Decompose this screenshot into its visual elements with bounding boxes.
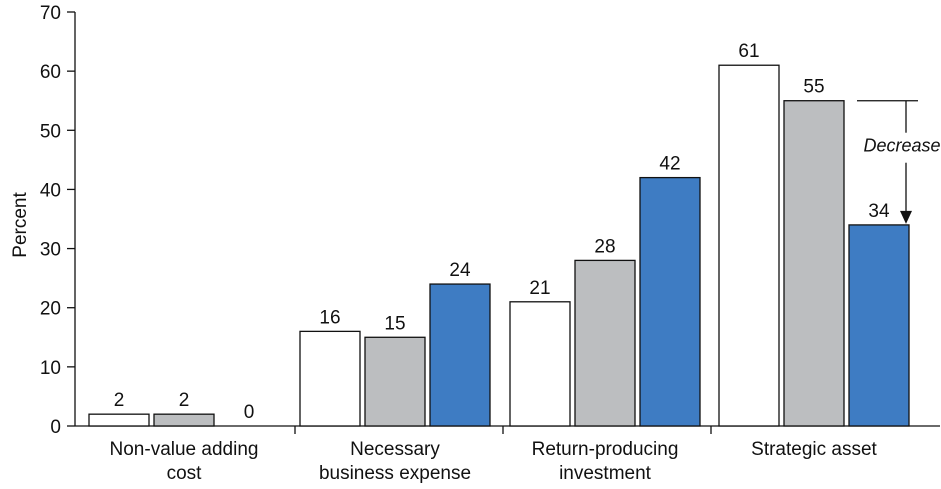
y-tick-label: 40 [40, 180, 61, 201]
data-label: 28 [594, 236, 615, 257]
data-labels: 2 16 21 61 2 15 28 55 0 24 42 34 [114, 41, 890, 423]
bar [153, 413, 215, 427]
bars [88, 64, 910, 427]
data-label: 0 [244, 402, 255, 423]
y-tick-label: 10 [40, 358, 61, 379]
bar [639, 176, 701, 427]
arrow-down-icon [900, 210, 912, 224]
bar [299, 330, 361, 427]
x-axis [75, 425, 940, 434]
category-label: Non-value adding cost [110, 439, 259, 484]
data-label: 34 [868, 201, 890, 222]
annotations: Decrease [857, 100, 941, 224]
bar [783, 100, 845, 427]
data-label: 42 [659, 154, 680, 175]
y-tick-label: 0 [50, 417, 61, 438]
bar [364, 336, 426, 427]
category-label: Strategic asset [751, 439, 877, 460]
bar [574, 259, 636, 427]
y-tick-label: 60 [40, 62, 61, 83]
category-label: Necessary business expense [319, 439, 471, 484]
bar [509, 301, 571, 427]
bar [88, 413, 150, 427]
bar [848, 224, 910, 427]
y-tick-label: 50 [40, 121, 61, 142]
y-tick-label: 20 [40, 299, 61, 320]
y-axis: 0 10 20 30 40 50 60 70 [40, 3, 76, 438]
annotation-text: Decrease [863, 136, 940, 156]
y-tick-label: 70 [40, 3, 61, 24]
category-labels: Non-value adding cost Necessary business ex… [110, 439, 878, 484]
data-label: 2 [114, 390, 125, 411]
data-label: 15 [384, 313, 405, 334]
y-axis-label: Percent [10, 192, 31, 258]
data-label: 24 [449, 260, 471, 281]
data-label: 55 [803, 77, 824, 98]
bar [718, 64, 780, 427]
data-label: 61 [738, 41, 759, 62]
data-label: 21 [529, 278, 550, 299]
data-label: 2 [179, 390, 190, 411]
data-label: 16 [319, 307, 340, 328]
category-label: Return-producing investment [532, 439, 679, 484]
bar [429, 283, 491, 427]
y-tick-label: 30 [40, 240, 61, 261]
